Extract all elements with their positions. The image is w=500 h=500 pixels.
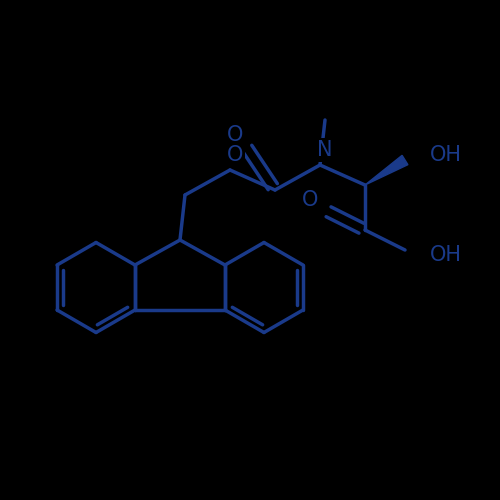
Text: OH: OH xyxy=(430,145,462,165)
Text: OH: OH xyxy=(430,245,462,265)
Text: O: O xyxy=(227,145,243,165)
Text: O: O xyxy=(302,190,318,210)
Text: O: O xyxy=(227,125,243,145)
Text: N: N xyxy=(318,140,333,160)
Polygon shape xyxy=(365,156,408,185)
